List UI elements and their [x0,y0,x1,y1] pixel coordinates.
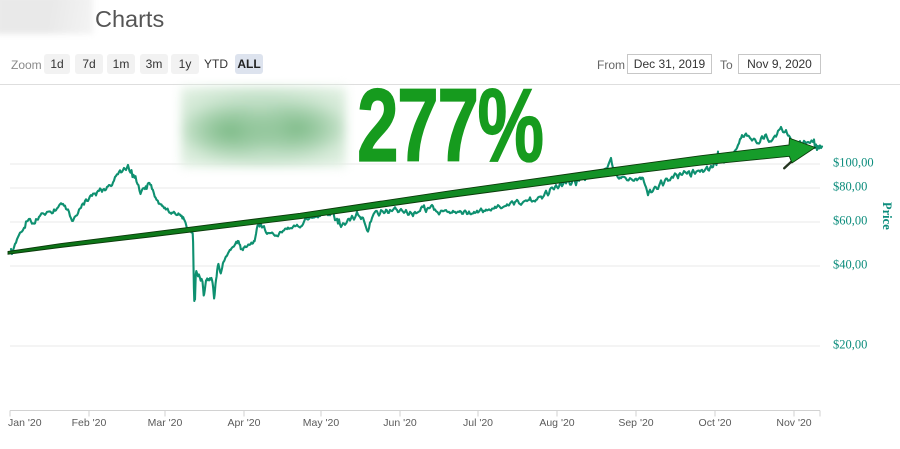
svg-text:Apr '20: Apr '20 [228,417,261,429]
svg-text:$100,00: $100,00 [833,156,874,170]
svg-text:Mar '20: Mar '20 [148,417,183,429]
svg-text:Feb '20: Feb '20 [72,417,107,429]
svg-text:$80,00: $80,00 [833,180,867,194]
svg-text:May '20: May '20 [303,417,340,429]
svg-text:Jan '20: Jan '20 [8,417,42,429]
svg-text:Nov '20: Nov '20 [776,417,811,429]
svg-text:Jun '20: Jun '20 [383,417,417,429]
svg-text:$60,00: $60,00 [833,214,867,228]
svg-text:Aug '20: Aug '20 [539,417,574,429]
svg-text:$40,00: $40,00 [833,258,867,272]
svg-text:$20,00: $20,00 [833,338,867,352]
svg-text:Sep '20: Sep '20 [618,417,653,429]
svg-text:Oct '20: Oct '20 [699,417,732,429]
svg-text:Jul '20: Jul '20 [463,417,493,429]
